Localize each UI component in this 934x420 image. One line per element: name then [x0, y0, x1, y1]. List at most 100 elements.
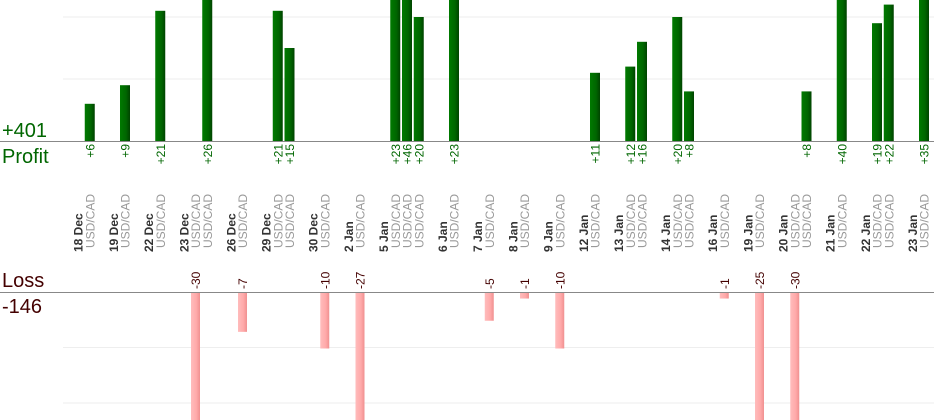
pair-label: USD/CAD: [119, 194, 133, 248]
pair-label: USD/CAD: [671, 194, 685, 248]
pair-label: USD/CAD: [201, 194, 215, 248]
loss-bar: [790, 293, 800, 420]
profit-value-label: +8: [683, 144, 697, 158]
loss-bar: [191, 293, 200, 420]
pair-label: USD/CAD: [318, 194, 332, 248]
pair-label: USD/CAD: [683, 194, 697, 248]
pair-label: USD/CAD: [553, 194, 567, 248]
loss-bar: [555, 293, 565, 349]
profit-bar: [872, 23, 882, 142]
pair-label: USD/CAD: [835, 194, 849, 248]
profit-value-label: +21: [271, 144, 285, 165]
profit-bar: [672, 17, 683, 141]
date-label: 9 Jan: [542, 221, 556, 252]
profit-bar: [390, 0, 401, 141]
date-label: 2 Jan: [342, 221, 356, 252]
profit-bar: [883, 4, 894, 141]
loss-bar: [755, 293, 764, 420]
date-label: 20 Jan: [777, 215, 791, 252]
profit-total: +401: [2, 120, 47, 142]
loss-value-label: -1: [718, 278, 732, 289]
loss-bar: [484, 293, 494, 321]
pair-label: USD/CAD: [448, 194, 462, 248]
date-label: 5 Jan: [377, 221, 391, 252]
profit-value-label: +40: [835, 144, 849, 165]
loss-label: Loss: [2, 270, 44, 292]
profit-value-label: +26: [201, 144, 215, 165]
date-label: 14 Jan: [659, 215, 673, 252]
profit-value-label: +21: [154, 144, 168, 165]
date-label: 22 Jan: [859, 215, 873, 252]
profit-value-label: +15: [283, 144, 297, 165]
date-label: 18 Dec: [72, 213, 86, 252]
pair-label: USD/CAD: [83, 194, 97, 248]
pair-label: USD/CAD: [518, 194, 532, 248]
date-label: 16 Jan: [706, 215, 720, 252]
date-label: 29 Dec: [260, 213, 274, 252]
profit-bar: [84, 103, 95, 141]
profit-value-label: +19: [871, 144, 885, 165]
date-label: 6 Jan: [436, 221, 450, 252]
profit-value-label: +12: [624, 144, 638, 165]
profit-value-label: +20: [412, 144, 426, 165]
profit-value-label: +35: [918, 144, 932, 165]
profit-bar: [202, 0, 213, 141]
bars: [84, 0, 929, 420]
pair-label: USD/CAD: [788, 194, 802, 248]
profit-label: Profit: [2, 146, 49, 168]
loss-value-label: -10: [318, 271, 332, 289]
date-label: 21 Jan: [824, 215, 838, 252]
profit-value-label: +9: [119, 144, 133, 158]
profit-value-label: +46: [401, 144, 415, 165]
date-label: 13 Jan: [612, 215, 626, 252]
loss-bar: [238, 293, 247, 332]
loss-bar: [520, 293, 529, 299]
loss-value-label: -25: [753, 271, 767, 289]
profit-bar: [919, 0, 929, 141]
profit-bar: [155, 10, 166, 141]
loss-bar: [355, 293, 365, 420]
date-label: 12 Jan: [577, 215, 591, 252]
profit-value-label: +11: [589, 144, 603, 164]
pair-label: USD/CAD: [483, 194, 497, 248]
profit-bar: [120, 85, 130, 141]
profit-bar: [402, 0, 412, 141]
profit-bar: [590, 72, 600, 141]
loss-value-label: -1: [518, 278, 532, 289]
pair-label: USD/CAD: [918, 194, 932, 248]
profit-bar: [272, 10, 283, 141]
profit-bar: [684, 91, 694, 141]
date-label: 8 Jan: [506, 221, 520, 252]
pair-label: USD/CAD: [589, 194, 603, 248]
pair-label: USD/CAD: [800, 194, 814, 248]
profit-value-label: +23: [448, 144, 462, 165]
pair-label: USD/CAD: [636, 194, 650, 248]
pair-label: USD/CAD: [389, 194, 403, 248]
pair-label: USD/CAD: [412, 194, 426, 248]
profit-bar: [625, 66, 636, 141]
profit-bar: [801, 91, 812, 141]
pair-label: USD/CAD: [753, 194, 767, 248]
date-label: 19 Dec: [107, 213, 121, 252]
profit-bar: [284, 48, 295, 141]
loss-value-label: -30: [788, 271, 802, 289]
pair-label: USD/CAD: [718, 194, 732, 248]
profit-bar: [449, 0, 459, 141]
pair-label: USD/CAD: [401, 194, 415, 248]
pair-label: USD/CAD: [871, 194, 885, 248]
profit-bar: [637, 41, 647, 141]
profit-bar: [836, 0, 847, 141]
date-label: 7 Jan: [471, 221, 485, 252]
loss-bar: [719, 293, 729, 299]
profit-value-label: +6: [83, 144, 97, 158]
date-label: 30 Dec: [307, 213, 321, 252]
pair-label: USD/CAD: [189, 194, 203, 248]
pair-label: USD/CAD: [271, 194, 285, 248]
profit-value-label: +23: [389, 144, 403, 165]
loss-bar: [320, 293, 330, 349]
date-label: 19 Jan: [741, 215, 755, 252]
pair-label: USD/CAD: [882, 194, 896, 248]
profit-bar: [413, 17, 424, 141]
